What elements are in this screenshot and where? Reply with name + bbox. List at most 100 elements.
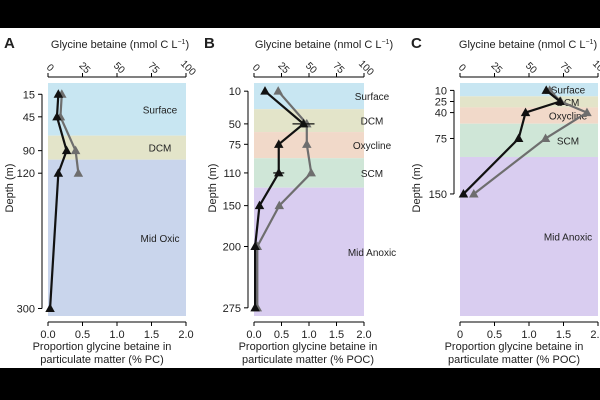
panel-a-zone-label-1: DCM <box>149 144 172 155</box>
panel-c-series-1-marker-0 <box>541 85 551 94</box>
panel-b-series-1-marker-0 <box>260 86 270 95</box>
panel-a-bottom-axis-title-line1: Proportion glycine betaine in <box>33 341 172 353</box>
panel-b-zone-band-1 <box>254 109 364 133</box>
panel-c-top-tick-label-3: 75 <box>557 60 573 76</box>
panel-b-series-0-marker-2 <box>302 139 312 148</box>
panel-b-series-1-marker-4 <box>254 200 265 210</box>
panel-a-series-1-marker-3 <box>53 168 64 177</box>
panel-b-top-tick-label-1: 25 <box>275 60 291 76</box>
panel-b-top-tick-label-0: 0 <box>250 62 262 74</box>
panel-c-depth-tick-label-3: 75 <box>435 133 447 145</box>
panel-c-series-0-marker-2 <box>582 107 592 117</box>
panel-b-series-1-marker-1 <box>298 118 309 128</box>
panel-a-bottom-tick-label-3: 1.5 <box>144 329 159 341</box>
panel-b-depth-tick-label-4: 150 <box>223 201 241 213</box>
panel-b-series-1-marker-5 <box>250 241 260 251</box>
panel-a-zone-band-0 <box>48 83 186 136</box>
panel-b-bottom-tick-label-4: 2.0 <box>356 329 371 341</box>
panel-c-bottom-tick-label-0: 0 <box>457 329 463 341</box>
panel-c-bottom-axis-title-line2: particulate matter (% POC) <box>448 354 580 366</box>
panel-b-bottom-tick-label-2: 1.0 <box>301 329 316 341</box>
panel-b-label: B <box>204 35 215 52</box>
panel-a-depth-tick-label-1: 45 <box>23 112 35 124</box>
panel-a-zone-band-2 <box>48 159 186 316</box>
panel-c-bottom-tick-label-4: 2.0 <box>590 329 600 341</box>
panel-a-depth-tick-label-0: 15 <box>23 89 35 101</box>
panel-b-bottom-tick-label-1: 0.5 <box>274 329 289 341</box>
panel-a-bottom-tick-label-0: 0.0 <box>40 329 55 341</box>
panel-c-zone-label-2: Oxycline <box>549 112 588 123</box>
panel-b-depth-tick-label-6: 275 <box>223 303 241 315</box>
panel-b-top-axis-title: Glycine betaine (nmol C L−1) <box>255 39 393 51</box>
panel-b-bottom-axis-title-line2: particulate matter (% POC) <box>242 354 374 366</box>
panel-c-bottom-tick-label-3: 1.5 <box>556 329 571 341</box>
panel-c-zone-label-3: SCM <box>557 136 579 147</box>
panel-c-zone-band-0 <box>460 83 598 97</box>
panel-a-bottom-axis-title-line2: particulate matter (% PC) <box>40 354 163 366</box>
panel-b-series-0-marker-0 <box>273 86 283 95</box>
panel-c-zone-label-4: Mid Anoxic <box>544 232 592 243</box>
panel-c-bottom-tick-label-2: 1.0 <box>521 329 536 341</box>
panel-a-zone-label-2: Mid Oxic <box>141 234 180 245</box>
panel-c: C Glycine betaine (nmol C L−1) Depth (m)… <box>411 35 600 366</box>
panel-c-zone-band-4 <box>460 156 598 316</box>
panel-c-depth-axis-title: Depth (m) <box>411 164 423 213</box>
panel-b-zone-label-2: Oxycline <box>353 141 392 152</box>
panel-b-series-1-marker-2 <box>274 139 284 148</box>
panel-b-bottom-tick-label-0: 0.0 <box>246 329 261 341</box>
panel-c-series-1-marker-3 <box>513 133 524 142</box>
panel-c-depth-tick-label-4: 150 <box>429 189 447 201</box>
panel-a-bottom-tick-label-2: 1.0 <box>109 329 124 341</box>
panel-b-series-0-marker-4 <box>274 200 285 210</box>
panel-b-series-1-marker-6 <box>250 302 260 312</box>
panel-b-zone-label-3: SCM <box>361 169 383 180</box>
panel-c-series-1-marker-1 <box>555 96 565 105</box>
panel-a-series-1-marker-4 <box>45 303 55 312</box>
panel-c-top-axis-title: Glycine betaine (nmol C L−1) <box>459 39 597 51</box>
panel-b-zones <box>254 83 364 316</box>
panel-c-zone-label-0: Surface <box>551 86 586 97</box>
panel-c-top-tick-label-2: 50 <box>523 60 539 76</box>
panel-c-depth-tick-label-2: 40 <box>435 108 447 120</box>
panel-a-series-0-line <box>59 94 80 174</box>
panel-b-series-0-marker-3 <box>306 167 316 177</box>
panel-c-bottom-tick-label-1: 0.5 <box>487 329 502 341</box>
figure-canvas: A Glycine betaine (nmol C L−1) Depth (m)… <box>0 28 600 368</box>
panel-a-top-tick-label-2: 50 <box>111 60 127 76</box>
panel-b-bottom-tick-label-3: 1.5 <box>329 329 344 341</box>
panel-a-top-tick-label-3: 75 <box>145 60 161 76</box>
panel-b-zone-label-0: Surface <box>355 92 390 103</box>
panel-a-top-tick-label-4: 100 <box>178 58 198 78</box>
panel-b-zone-label-1: DCM <box>361 117 384 128</box>
panel-a-depth-tick-label-2: 90 <box>23 146 35 158</box>
panel-a-top-axis-title: Glycine betaine (nmol C L−1) <box>51 39 189 51</box>
panel-b-depth-tick-label-0: 10 <box>229 86 241 98</box>
panel-c-label: C <box>411 35 422 52</box>
panel-c-bottom-axis-title-line1: Proportion glycine betaine in <box>445 341 584 353</box>
panel-b-depth-tick-label-3: 110 <box>223 168 241 180</box>
panel-b-bottom-axis-title-line1: Proportion glycine betaine in <box>239 341 378 353</box>
panel-a-depth-tick-label-3: 120 <box>17 168 35 180</box>
panel-b: B Glycine betaine (nmol C L−1) Depth (m)… <box>204 35 396 366</box>
panel-c-series-0-marker-3 <box>540 133 551 142</box>
panel-b-series-1-marker-3 <box>274 167 284 177</box>
panel-c-series-1-marker-4 <box>458 188 469 198</box>
panel-b-depth-axis-title: Depth (m) <box>207 164 219 213</box>
panel-a-depth-tick-label-4: 300 <box>17 303 35 315</box>
panel-c-zone-label-1: DCM <box>557 98 580 109</box>
panel-a-top-tick-label-0: 0 <box>44 62 56 74</box>
panel-c-depth-tick-label-1: 25 <box>435 96 447 108</box>
panel-a-label: A <box>4 35 15 52</box>
panel-b-depth-tick-label-5: 200 <box>223 242 241 254</box>
panel-b-top-tick-label-2: 50 <box>303 60 319 76</box>
panel-a-series-1-marker-2 <box>61 145 72 155</box>
panel-b-top-tick-label-3: 75 <box>330 60 346 76</box>
panel-c-depth-tick-label-0: 10 <box>435 85 447 97</box>
panel-a-depth-axis-title: Depth (m) <box>4 164 16 213</box>
panel-b-zone-label-4: Mid Anoxic <box>348 248 396 259</box>
panel-c-top-tick-label-1: 25 <box>488 60 504 76</box>
figure-svg: A Glycine betaine (nmol C L−1) Depth (m)… <box>4 35 600 366</box>
panel-c-zone-band-1 <box>460 96 598 108</box>
panel-c-top-tick-label-0: 0 <box>456 62 468 74</box>
panel-b-top-tick-label-4: 100 <box>356 58 376 78</box>
